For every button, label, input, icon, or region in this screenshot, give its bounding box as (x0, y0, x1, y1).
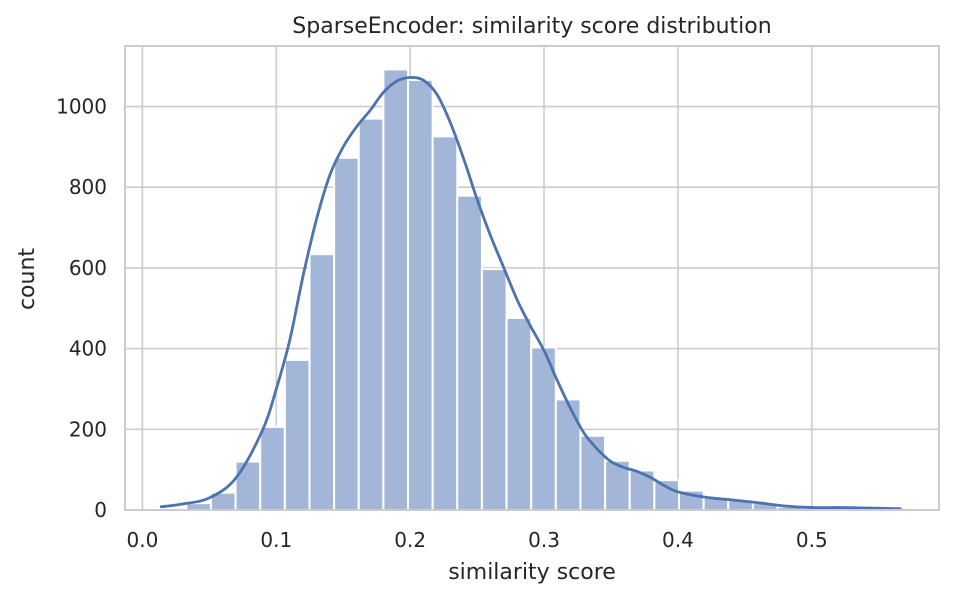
x-tick-label: 0.2 (394, 528, 426, 552)
histogram-bar (554, 398, 582, 512)
y-axis-label: count (15, 248, 40, 310)
histogram-bar (653, 479, 681, 511)
x-tick-labels: 0.0 0.1 0.2 0.3 0.4 0.5 (126, 528, 827, 552)
histogram-bar (234, 460, 262, 512)
x-tick-label: 0.1 (260, 528, 292, 552)
histogram-bar (259, 425, 286, 512)
x-tick-label: 0.0 (126, 528, 158, 552)
x-tick-label: 0.3 (528, 528, 560, 552)
y-tick-label: 600 (69, 256, 107, 280)
x-axis-label: similarity score (448, 560, 616, 585)
histogram-bar (357, 117, 385, 511)
y-tick-label: 0 (94, 498, 107, 522)
histogram-bar (456, 194, 483, 511)
y-tick-labels: 0 200 400 600 800 1000 (56, 95, 107, 522)
histogram-bars (160, 68, 902, 512)
y-tick-label: 800 (69, 175, 107, 199)
plot-frame (124, 45, 940, 511)
x-tick-label: 0.4 (662, 528, 694, 552)
histogram-bar (333, 156, 360, 511)
y-tick-label: 200 (69, 417, 107, 441)
histogram-bar (407, 78, 434, 511)
kde-curve (159, 76, 902, 511)
histogram-bar (431, 135, 459, 512)
y-tick-label: 400 (69, 337, 107, 361)
histogram-bar (505, 316, 533, 511)
chart-title: SparseEncoder: similarity score distribu… (292, 14, 771, 39)
x-tick-label: 0.5 (796, 528, 828, 552)
histogram-bar (579, 434, 607, 512)
histogram-bar (308, 253, 336, 511)
histogram-bar (382, 68, 410, 512)
kde-curve-group (159, 76, 902, 511)
y-tick-label: 1000 (56, 95, 107, 119)
histogram-bar (480, 268, 508, 511)
histogram-bar (283, 358, 311, 512)
